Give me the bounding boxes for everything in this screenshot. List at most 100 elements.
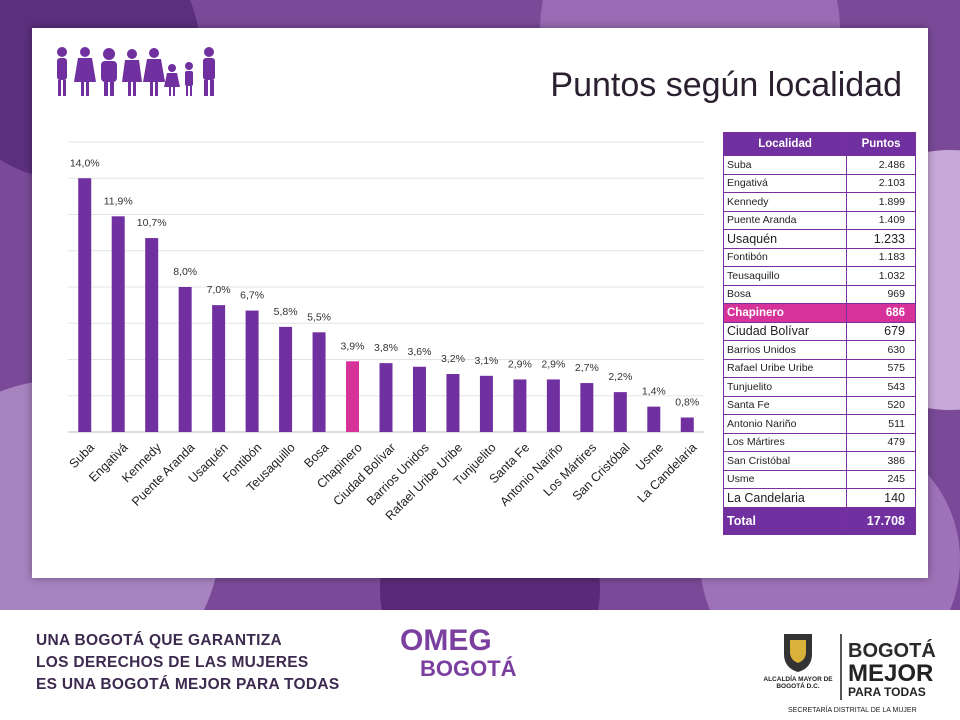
table-cell-localidad: La Candelaria — [722, 488, 848, 508]
data-label: 2,9% — [508, 358, 532, 370]
table-cell-localidad: Bosa — [722, 284, 848, 304]
table-header-puntos: Puntos — [846, 132, 916, 156]
table-header-localidad: Localidad — [722, 132, 848, 156]
table-row: Antonio Nariño 511 — [722, 414, 916, 434]
table-cell-localidad: Rafael Uribe Uribe — [722, 358, 848, 378]
data-label: 3,9% — [341, 340, 365, 352]
bar — [680, 417, 694, 432]
table-row: La Candelaria 140 — [722, 488, 916, 508]
table-row: San Cristóbal 386 — [722, 451, 916, 471]
table-cell-localidad: Kennedy — [722, 192, 848, 212]
bar — [111, 216, 125, 432]
table-cell-puntos: 1.183 — [846, 247, 916, 267]
table-cell-puntos: 630 — [846, 340, 916, 360]
table-row: Los Mártires 479 — [722, 432, 916, 452]
bar — [78, 178, 92, 432]
table-cell-localidad: Antonio Nariño — [722, 414, 848, 434]
bar — [580, 383, 594, 432]
table-cell-puntos: 1.409 — [846, 210, 916, 230]
table-row: Barrios Unidos 630 — [722, 340, 916, 360]
data-label: 7,0% — [207, 284, 231, 296]
slogan-line: ES UNA BOGOTÁ MEJOR PARA TODAS — [36, 676, 340, 693]
bogota-logo-text: BOGOTÁ — [848, 640, 936, 662]
table-cell-puntos: 679 — [846, 321, 916, 341]
table-cell-localidad: Teusaquillo — [722, 266, 848, 286]
bar — [647, 406, 661, 432]
bar — [412, 366, 426, 432]
table-row: Kennedy 1.899 — [722, 192, 916, 212]
total-label: Total — [722, 506, 848, 535]
bar-chart: 14,0%Suba11,9%Engativá10,7%Kennedy8,0%Pu… — [67, 141, 704, 523]
divider — [840, 634, 842, 700]
table-cell-localidad: Santa Fe — [722, 395, 848, 415]
table-cell-localidad: Ciudad Bolívar — [722, 321, 848, 341]
table-cell-puntos: 386 — [846, 451, 916, 471]
table-cell-puntos: 969 — [846, 284, 916, 304]
mejor-logo-text: MEJOR — [848, 660, 934, 687]
table-cell-localidad: Engativá — [722, 173, 848, 193]
x-tick-label: La Candelaria — [635, 440, 700, 505]
bar — [379, 363, 393, 432]
data-label: 8,0% — [173, 266, 197, 278]
data-label: 10,7% — [137, 217, 167, 229]
bar — [513, 379, 527, 432]
table-cell-puntos: 543 — [846, 377, 916, 397]
table-cell-puntos: 575 — [846, 358, 916, 378]
table-row: Teusaquillo 1.032 — [722, 266, 916, 286]
x-tick-label: Bosa — [301, 440, 331, 470]
data-label: 2,7% — [575, 362, 599, 374]
data-label: 11,9% — [104, 195, 133, 207]
page-title: Puntos según localidad — [550, 66, 902, 104]
table-cell-localidad: Usme — [722, 469, 848, 489]
bar — [145, 238, 159, 432]
data-label: 3,8% — [374, 342, 398, 354]
table-row: Rafael Uribe Uribe 575 — [722, 358, 916, 378]
total-value: 17.708 — [846, 506, 916, 535]
data-label: 1,4% — [642, 386, 666, 398]
table-cell-puntos: 245 — [846, 469, 916, 489]
data-label: 14,0% — [70, 157, 100, 169]
data-label: 5,8% — [274, 306, 298, 318]
table-row: Fontibón 1.183 — [722, 247, 916, 267]
table-row: Ciudad Bolívar 679 — [722, 321, 916, 341]
table-total-row: Total 17.708 — [722, 506, 916, 535]
table-cell-puntos: 2.486 — [846, 155, 916, 175]
bar — [446, 374, 460, 432]
bar — [178, 287, 192, 432]
bar — [546, 379, 560, 432]
slogan-line: UNA BOGOTÁ QUE GARANTIZA — [36, 632, 283, 649]
data-label: 6,7% — [240, 290, 264, 302]
table-row: Usme 245 — [722, 469, 916, 489]
table-cell-puntos: 520 — [846, 395, 916, 415]
table-cell-puntos: 686 — [846, 303, 916, 323]
table-cell-puntos: 1.899 — [846, 192, 916, 212]
para-todas-logo-text: PARA TODAS — [848, 685, 926, 699]
table-cell-localidad: Fontibón — [722, 247, 848, 267]
omeg-logo: OMEG BOGOTÁ — [400, 624, 517, 681]
table-row: Chapinero 686 — [722, 303, 916, 323]
slogan-line: LOS DERECHOS DE LAS MUJERES — [36, 654, 309, 671]
table-row: Puente Aranda 1.409 — [722, 210, 916, 230]
data-label: 0,8% — [675, 397, 699, 409]
bar — [212, 305, 226, 432]
localidad-table: Localidad Puntos Suba 2.486 Engativá 2.103 K… — [722, 132, 916, 535]
table-cell-puntos: 2.103 — [846, 173, 916, 193]
bar — [346, 361, 360, 432]
alcaldia-logo: ALCALDÍA MAYOR DE BOGOTÁ D.C. — [762, 630, 834, 690]
omeg-logo-text: OMEG — [400, 624, 492, 657]
table-cell-localidad: Suba — [722, 155, 848, 175]
table-row: Santa Fe 520 — [722, 395, 916, 415]
table-cell-puntos: 1.233 — [846, 229, 916, 249]
bar — [279, 326, 293, 432]
table-cell-localidad: Los Mártires — [722, 432, 848, 452]
data-label: 3,6% — [408, 346, 432, 358]
coat-of-arms-icon — [784, 634, 812, 672]
bar — [479, 375, 493, 432]
omeg-logo-subtext: BOGOTÁ — [420, 656, 517, 681]
people-figures-icon — [57, 47, 215, 96]
table-row: Engativá 2.103 — [722, 173, 916, 193]
table-cell-localidad: Tunjuelito — [722, 377, 848, 397]
table-cell-puntos: 479 — [846, 432, 916, 452]
table-cell-puntos: 511 — [846, 414, 916, 434]
table-cell-puntos: 140 — [846, 488, 916, 508]
